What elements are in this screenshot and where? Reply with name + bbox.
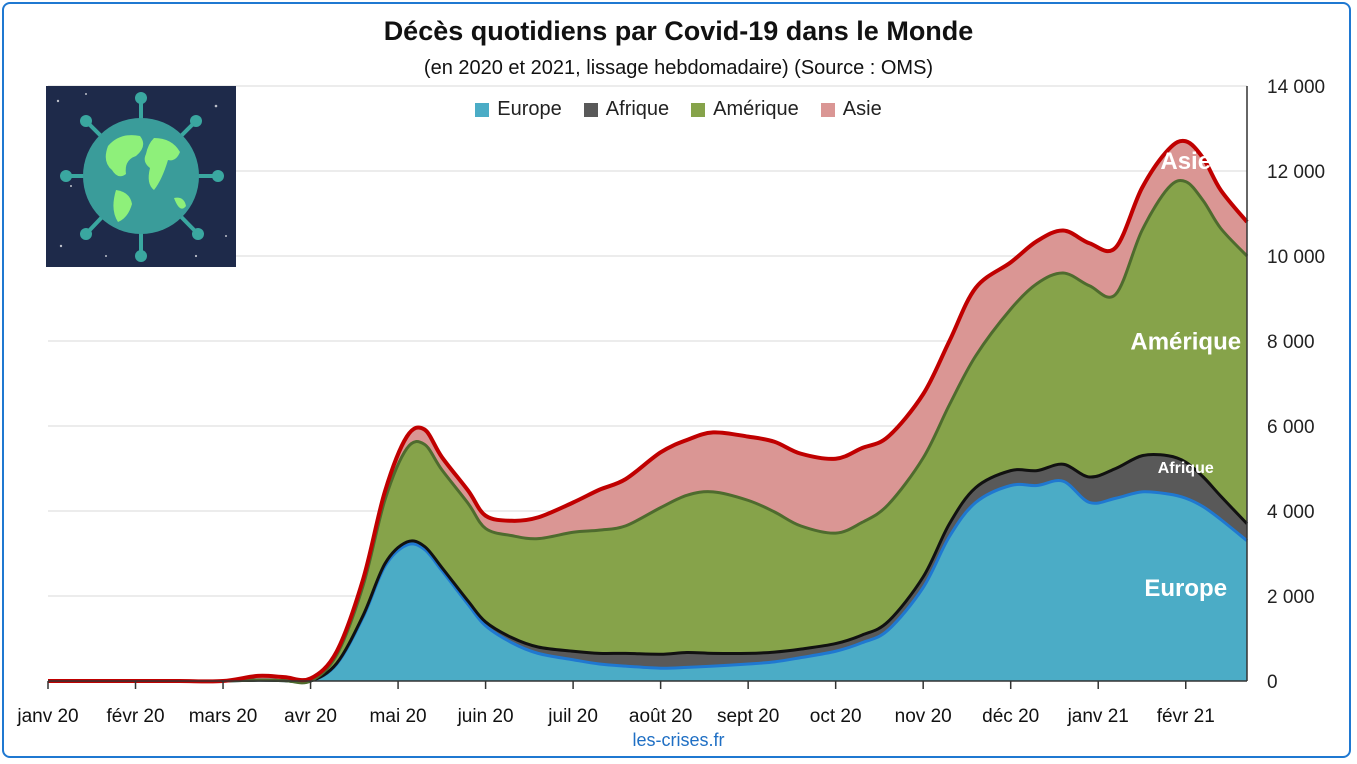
area-label-europe: Europe	[1144, 575, 1227, 602]
x-tick-label: janv 20	[16, 706, 78, 727]
x-tick-label: mai 20	[370, 706, 427, 727]
x-tick-label: nov 20	[895, 706, 952, 727]
globe-virus-illustration	[46, 86, 236, 267]
area-europe	[48, 480, 1247, 683]
x-tick-label: mars 20	[189, 706, 258, 727]
x-tick-label: déc 20	[982, 706, 1039, 727]
x-tick-label: avr 20	[284, 706, 337, 727]
area-amérique	[48, 180, 1247, 683]
legend-label-afrique: Afrique	[605, 98, 670, 120]
chart-title: Décès quotidiens par Covid-19 dans le Mo…	[383, 16, 974, 46]
area-series	[48, 140, 1247, 683]
x-tick-label: févr 20	[106, 706, 164, 727]
x-tick-label: oct 20	[810, 706, 862, 727]
axes: 14 000 12 000 10 000 8 000 6 000 4 000 2 000 0 j…	[16, 77, 1325, 727]
x-tick-label: août 20	[629, 706, 692, 727]
legend-swatch-amerique	[691, 102, 706, 117]
legend-swatch-afrique	[583, 102, 598, 117]
legend-swatch-europe	[475, 102, 490, 117]
x-tick-label: févr 21	[1157, 706, 1215, 727]
y-tick-label: 12 000	[1267, 162, 1325, 183]
area-labels: Europe Afrique Amérique Asie	[1130, 148, 1241, 602]
x-tick-label: juil 20	[547, 706, 598, 727]
y-tick-label: 2 000	[1267, 587, 1315, 608]
legend-swatch-asie	[820, 102, 835, 117]
outline-amérique	[47, 179, 1249, 685]
y-tick-label: 8 000	[1267, 332, 1315, 353]
y-tick-label: 10 000	[1267, 247, 1325, 268]
x-tick-label: sept 20	[717, 706, 779, 727]
legend-item-europe: Europe	[475, 98, 562, 121]
source-link[interactable]: les-crises.fr	[632, 730, 725, 750]
y-tick-label: 14 000	[1267, 77, 1325, 98]
legend-label-europe: Europe	[497, 98, 562, 120]
outline-asie	[47, 138, 1249, 684]
legend-label-asie: Asie	[842, 98, 882, 120]
y-tick-label: 0	[1267, 672, 1278, 693]
area-afrique	[48, 454, 1247, 683]
area-label-afrique: Afrique	[1158, 460, 1214, 477]
x-tick-label: janv 21	[1067, 706, 1129, 727]
legend-item-asie: Asie	[820, 98, 882, 121]
area-label-amérique: Amérique	[1130, 329, 1241, 356]
chart-subtitle: (en 2020 et 2021, lissage hebdomadaire) …	[423, 57, 934, 79]
x-tick-label: juin 20	[457, 706, 514, 727]
y-tick-label: 6 000	[1267, 417, 1315, 438]
legend-item-afrique: Afrique	[583, 98, 670, 121]
legend-item-amerique: Amérique	[691, 98, 799, 121]
legend-label-amerique: Amérique	[713, 98, 799, 120]
area-label-asie: Asie	[1160, 148, 1211, 175]
legend: Europe Afrique Amérique Asie	[0, 98, 1357, 121]
y-tick-label: 4 000	[1267, 502, 1315, 523]
